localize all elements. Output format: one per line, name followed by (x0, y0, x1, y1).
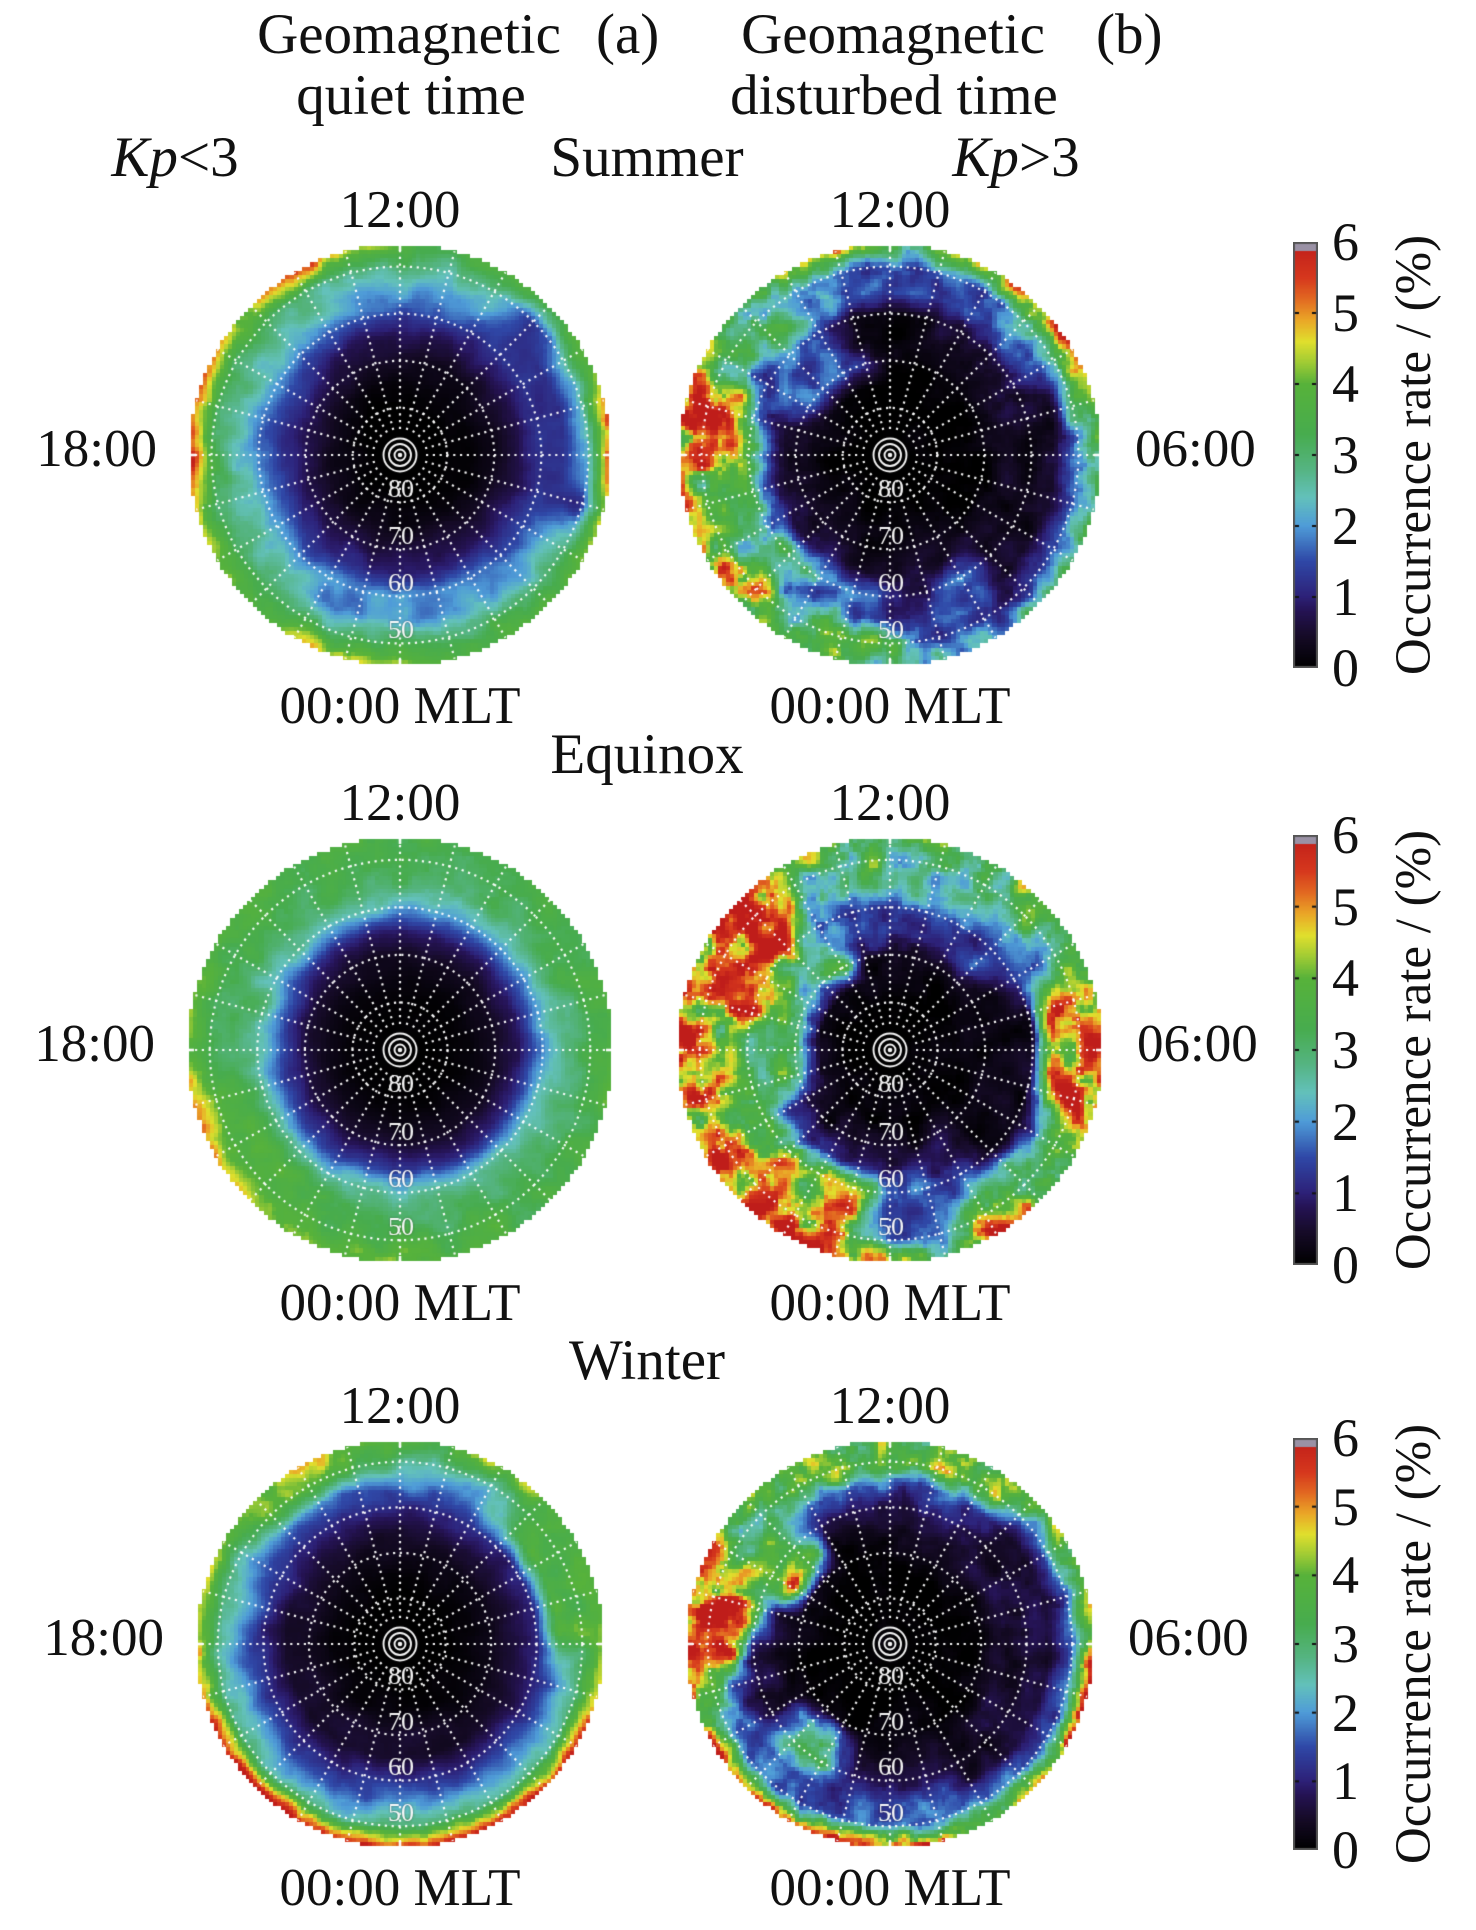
colorbar-0-tick-2: 2 (1332, 496, 1359, 556)
panel-letter-b: (b) (1096, 3, 1163, 66)
column-title-disturbed: Geomagnetic (741, 3, 1045, 66)
noon-label-equinox-quiet: 12:00 (339, 774, 461, 832)
colorbar-2-axis-label: Occurrence rate / (%) (1385, 1424, 1443, 1864)
kp-relation: <3 (177, 126, 239, 189)
midnight-label-winter-quiet: 00:00 MLT (279, 1859, 521, 1917)
colorbar-0-tick-1: 1 (1332, 567, 1359, 627)
colorbar-2-tick-2: 2 (1332, 1682, 1359, 1743)
colorbar-2-tick-6: 6 (1332, 1408, 1359, 1468)
colorbar-0-tick-4: 4 (1332, 354, 1359, 414)
season-label-winter: Winter (569, 1329, 725, 1392)
polar-heatmap-summer-quiet (187, 242, 613, 668)
colorbar-1-tick-4: 4 (1332, 948, 1359, 1009)
dusk-label-winter-quiet: 18:00 (43, 1609, 164, 1667)
kp-relation: >3 (1018, 126, 1080, 189)
dawn-label-winter-disturbed: 06:00 (1128, 1609, 1249, 1667)
colorbar-axis-label-text: Occurrence rate / (%) (1386, 829, 1442, 1271)
midnight-label-summer-disturbed: 00:00 MLT (769, 677, 1011, 735)
colorbar-0-tick-5: 5 (1332, 283, 1359, 343)
noon-label-equinox-disturbed: 12:00 (829, 774, 951, 832)
colorbar-1-tick-2: 2 (1332, 1091, 1359, 1152)
season-label-equinox: Equinox (550, 723, 744, 786)
colorbar-axis-label-text: Occurrence rate / (%) (1386, 1423, 1442, 1865)
season-label-summer: Summer (550, 126, 744, 189)
colorbar-1-tick-6: 6 (1332, 805, 1359, 865)
colorbar-axis-label-text: Occurrence rate / (%) (1386, 234, 1442, 676)
dawn-label-equinox-disturbed: 06:00 (1137, 1015, 1258, 1073)
colorbar-2-tick-0: 0 (1332, 1820, 1359, 1880)
kp-symbol: Kp (111, 126, 178, 189)
panel-letter-a: (a) (596, 3, 660, 66)
noon-label-winter-quiet: 12:00 (339, 1377, 461, 1435)
colorbar-1-tick-0: 0 (1332, 1235, 1359, 1295)
midnight-label-winter-disturbed: 00:00 MLT (769, 1859, 1011, 1917)
midnight-label-equinox-quiet: 00:00 MLT (279, 1274, 521, 1332)
kp-label-quiet: Kp<3 (111, 128, 238, 188)
kp-label-disturbed: Kp>3 (952, 128, 1079, 188)
noon-label-winter-disturbed: 12:00 (829, 1377, 951, 1435)
colorbar-2 (1293, 1438, 1318, 1850)
column-subtitle-quiet: quiet time (296, 64, 526, 127)
colorbar-1-tick-1: 1 (1332, 1163, 1359, 1224)
midnight-label-equinox-disturbed: 00:00 MLT (769, 1274, 1011, 1332)
noon-label-summer-quiet: 12:00 (339, 181, 461, 239)
dusk-label-summer-quiet: 18:00 (36, 420, 157, 478)
colorbar-0-axis-label: Occurrence rate / (%) (1385, 235, 1443, 675)
polar-heatmap-equinox-quiet (185, 835, 615, 1265)
colorbar-1 (1293, 835, 1318, 1265)
colorbar-0-tick-0: 0 (1332, 638, 1359, 698)
colorbar-2-tick-5: 5 (1332, 1476, 1359, 1537)
polar-heatmap-winter-disturbed (684, 1438, 1096, 1850)
colorbar-2-tick-1: 1 (1332, 1751, 1359, 1812)
colorbar-0-tick-3: 3 (1332, 425, 1359, 485)
kp-symbol: Kp (952, 126, 1019, 189)
colorbar-1-axis-label: Occurrence rate / (%) (1385, 830, 1443, 1270)
column-title-quiet: Geomagnetic (257, 3, 561, 66)
colorbar-2-tick-3: 3 (1332, 1614, 1359, 1674)
dusk-label-equinox-quiet: 18:00 (34, 1015, 155, 1073)
polar-heatmap-equinox-disturbed (675, 835, 1105, 1265)
colorbar-1-tick-3: 3 (1332, 1020, 1359, 1080)
midnight-label-summer-quiet: 00:00 MLT (279, 677, 521, 735)
polar-heatmap-winter-quiet (194, 1438, 606, 1850)
column-subtitle-disturbed: disturbed time (730, 64, 1058, 127)
colorbar-0-tick-6: 6 (1332, 212, 1359, 272)
dawn-label-summer-disturbed: 06:00 (1135, 420, 1256, 478)
colorbar-1-tick-5: 5 (1332, 876, 1359, 937)
noon-label-summer-disturbed: 12:00 (829, 181, 951, 239)
colorbar-0 (1293, 242, 1318, 668)
colorbar-2-tick-4: 4 (1332, 1545, 1359, 1606)
polar-heatmap-summer-disturbed (677, 242, 1103, 668)
